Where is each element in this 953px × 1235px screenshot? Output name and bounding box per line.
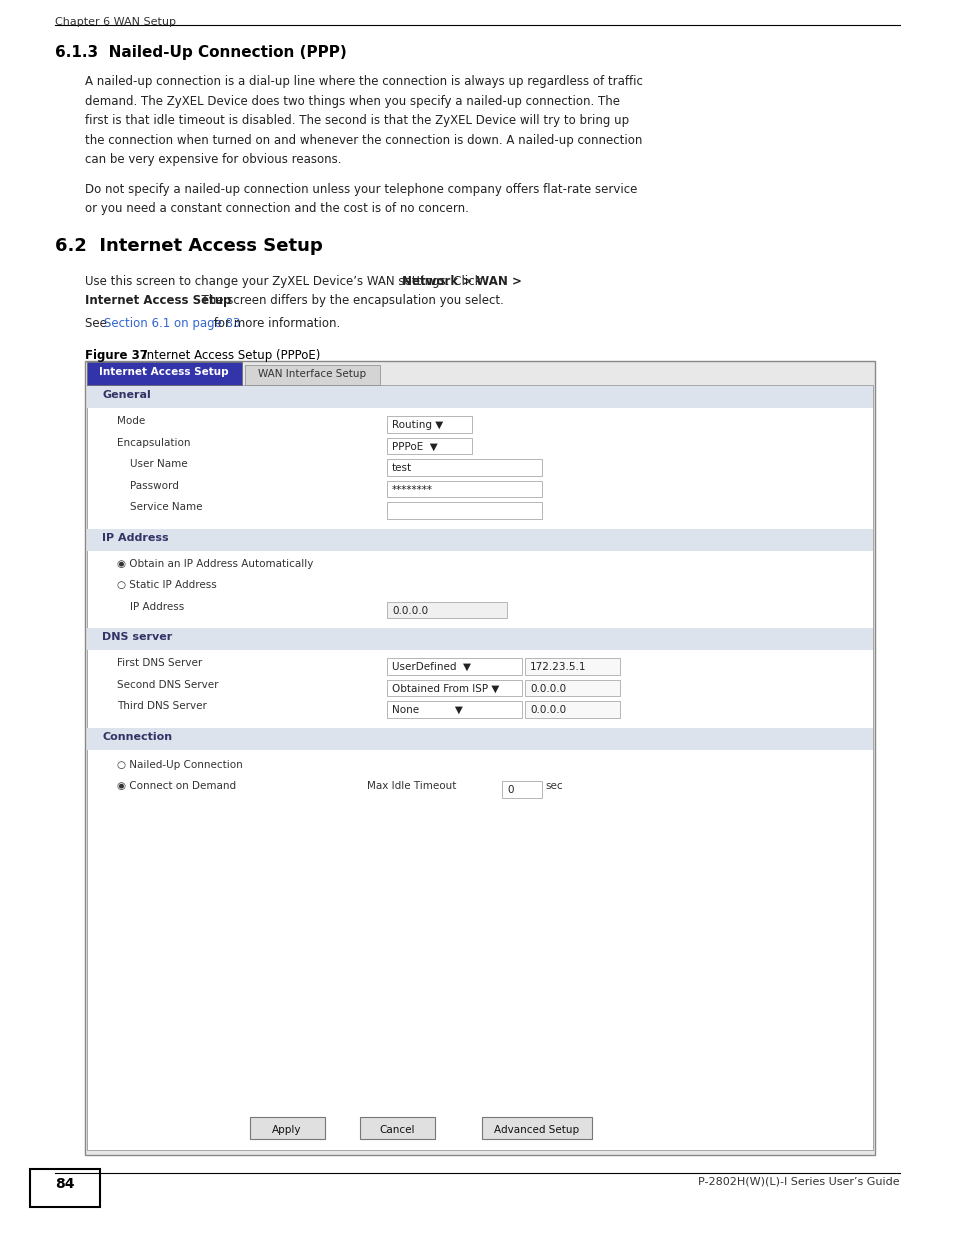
Text: . The screen differs by the encapsulation you select.: . The screen differs by the encapsulatio… [194,294,503,308]
Text: Apply: Apply [272,1125,301,1135]
Text: Max Idle Timeout: Max Idle Timeout [367,781,456,790]
Bar [87,529,872,551]
Text: Internet Access Setup: Internet Access Setup [85,294,232,308]
Text: ◉ Connect on Demand: ◉ Connect on Demand [117,781,236,790]
Text: Routing ▼: Routing ▼ [392,420,443,430]
Bar [501,781,541,798]
Text: Cancel: Cancel [379,1125,415,1135]
Text: 0.0.0.0: 0.0.0.0 [530,683,565,694]
Text: 0.0.0.0: 0.0.0.0 [530,705,565,715]
Bar [30,1170,100,1207]
Text: first is that idle timeout is disabled. The second is that the ZyXEL Device will: first is that idle timeout is disabled. … [85,114,628,127]
Text: for more information.: for more information. [210,317,339,330]
Bar [481,1116,592,1139]
Bar [387,701,521,718]
Text: Connection: Connection [102,731,172,741]
Text: Chapter 6 WAN Setup: Chapter 6 WAN Setup [55,17,175,27]
Text: Encapsulation: Encapsulation [117,437,191,447]
Bar [250,1116,324,1139]
Text: DNS server: DNS server [102,632,172,642]
Text: IP Address: IP Address [117,601,184,611]
Text: User Name: User Name [117,459,188,469]
Bar [387,437,472,454]
Bar [87,362,242,385]
Bar [87,387,872,408]
Bar [387,480,541,496]
Text: Use this screen to change your ZyXEL Device’s WAN settings. Click: Use this screen to change your ZyXEL Dev… [85,274,485,288]
Text: Password: Password [117,480,179,490]
Bar [524,658,619,674]
Text: Advanced Setup: Advanced Setup [494,1125,579,1135]
Bar [387,601,506,618]
Bar [87,727,872,750]
Text: ○ Nailed-Up Connection: ○ Nailed-Up Connection [117,760,242,769]
Text: P-2802H(W)(L)-I Series User’s Guide: P-2802H(W)(L)-I Series User’s Guide [698,1177,899,1187]
Text: 6.2  Internet Access Setup: 6.2 Internet Access Setup [55,236,322,254]
Text: First DNS Server: First DNS Server [117,658,202,668]
Text: Mode: Mode [117,416,145,426]
Text: Second DNS Server: Second DNS Server [117,679,218,689]
Bar [387,679,521,697]
Text: Network > WAN >: Network > WAN > [401,274,521,288]
Bar [359,1116,434,1139]
Text: or you need a constant connection and the cost is of no concern.: or you need a constant connection and th… [85,203,468,215]
Text: Obtained From ISP ▼: Obtained From ISP ▼ [392,683,498,694]
Text: ◉ Obtain an IP Address Automatically: ◉ Obtain an IP Address Automatically [117,558,313,568]
Text: Internet Access Setup: Internet Access Setup [99,367,229,377]
Text: Third DNS Server: Third DNS Server [117,701,207,711]
Bar [524,679,619,697]
Bar [87,629,872,650]
Bar [87,385,872,1150]
Bar [387,459,541,475]
Text: 172.23.5.1: 172.23.5.1 [530,662,586,672]
Text: 0.0.0.0: 0.0.0.0 [392,605,428,615]
Text: 0: 0 [506,785,513,795]
Text: IP Address: IP Address [102,532,169,542]
Text: WAN Interface Setup: WAN Interface Setup [258,369,366,379]
Text: ********: ******** [392,484,433,494]
Bar [245,366,379,385]
Text: Section 6.1 on page 83: Section 6.1 on page 83 [104,317,240,330]
Bar [387,658,521,674]
Text: ○ Static IP Address: ○ Static IP Address [117,580,216,590]
Text: None           ▼: None ▼ [392,705,462,715]
Text: General: General [102,390,151,400]
Text: PPPoE  ▼: PPPoE ▼ [392,441,437,452]
Bar [85,361,874,1155]
Text: Internet Access Setup (PPPoE): Internet Access Setup (PPPoE) [132,350,320,362]
Text: 6.1.3  Nailed-Up Connection (PPP): 6.1.3 Nailed-Up Connection (PPP) [55,44,346,61]
Text: demand. The ZyXEL Device does two things when you specify a nailed-up connection: demand. The ZyXEL Device does two things… [85,95,619,107]
Text: the connection when turned on and whenever the connection is down. A nailed-up c: the connection when turned on and whenev… [85,133,641,147]
Bar [387,416,472,432]
Bar [524,701,619,718]
Text: Service Name: Service Name [117,501,202,513]
Text: A nailed-up connection is a dial-up line where the connection is always up regar: A nailed-up connection is a dial-up line… [85,75,642,88]
Text: sec: sec [544,781,562,790]
Text: Figure 37: Figure 37 [85,350,148,362]
Text: test: test [392,463,412,473]
Text: can be very expensive for obvious reasons.: can be very expensive for obvious reason… [85,153,341,165]
Text: See: See [85,317,111,330]
Text: Do not specify a nailed-up connection unless your telephone company offers flat-: Do not specify a nailed-up connection un… [85,183,637,195]
Text: UserDefined  ▼: UserDefined ▼ [392,662,471,672]
Bar [387,501,541,519]
Text: 84: 84 [55,1177,74,1191]
